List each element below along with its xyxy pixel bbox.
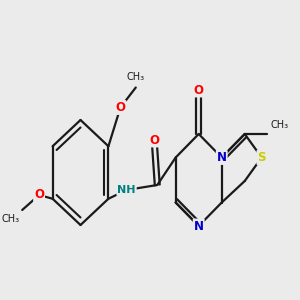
Text: N: N bbox=[217, 151, 227, 164]
Text: O: O bbox=[116, 101, 125, 114]
Text: CH₃: CH₃ bbox=[127, 71, 145, 82]
Text: S: S bbox=[257, 151, 266, 164]
Text: CH₃: CH₃ bbox=[271, 120, 289, 130]
Text: O: O bbox=[34, 188, 44, 202]
Text: NH: NH bbox=[117, 185, 136, 195]
Text: CH₃: CH₃ bbox=[2, 214, 20, 224]
Text: O: O bbox=[194, 83, 204, 97]
Text: O: O bbox=[149, 134, 159, 146]
Text: N: N bbox=[194, 220, 204, 232]
